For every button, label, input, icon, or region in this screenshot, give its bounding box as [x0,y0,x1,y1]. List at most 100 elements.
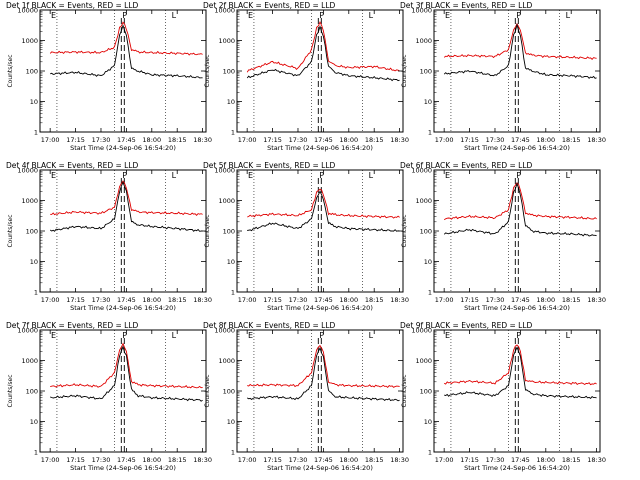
panel-title: Det 8f BLACK = Events, RED = LLD [203,321,336,330]
x-tick-label: 17:30 [289,296,308,304]
x-tick-label: 17:15 [460,456,479,464]
x-tick-label: 18:30 [390,136,409,144]
x-tick-label: 17:45 [314,296,333,304]
x-axis-label: Start Time (24-Sep-06 16:54:20) [267,144,373,152]
lld-series-line [50,180,203,216]
lld-series-line [247,188,400,219]
y-tick-label: 1000 [21,357,38,365]
x-tick-label: 17:45 [314,136,333,144]
y-tick-label: 1 [231,289,235,297]
y-tick-label: 1 [231,449,235,457]
y-tick-label: 10 [424,98,432,106]
panel-title: Det 6f BLACK = Events, RED = LLD [400,161,533,170]
x-tick-label: 17:00 [435,456,454,464]
lld-series-line [247,344,400,389]
y-tick-label: 100 [223,388,235,396]
x-tick-label: 17:45 [117,296,136,304]
y-tick-label: 1 [428,289,432,297]
events-series-line [50,345,203,402]
x-tick-label: 18:00 [536,296,555,304]
x-tick-label: 17:30 [92,136,111,144]
panel-title: Det 1f BLACK = Events, RED = LLD [6,1,139,10]
marker-p: P [516,11,521,20]
x-tick-label: 18:00 [339,456,358,464]
x-axis-label: Start Time (24-Sep-06 16:54:20) [464,464,570,472]
y-tick-label: 10000 [411,7,432,15]
y-tick-label: 10 [227,258,235,266]
y-tick-label: 10 [424,418,432,426]
marker-l: L [369,11,374,20]
y-tick-label: 1000 [218,197,235,205]
y-tick-label: 10 [227,418,235,426]
x-tick-label: 18:00 [142,296,161,304]
lld-series-line [444,344,597,386]
y-axis-label: Counts/sec [204,54,211,87]
x-tick-label: 17:00 [41,136,60,144]
marker-l: L [369,331,374,340]
lld-series-line [443,182,597,221]
events-series-line [444,346,597,399]
x-tick-label: 18:15 [365,456,384,464]
plot-frame [236,9,404,133]
x-axis-label: Start Time (24-Sep-06 16:54:20) [267,464,373,472]
y-axis-label: Counts/sec [401,374,408,407]
y-tick-label: 100 [420,228,432,236]
y-tick-label: 10000 [411,327,432,335]
x-tick-label: 17:15 [263,296,282,304]
y-axis-label: Counts/sec [7,374,14,407]
y-tick-label: 1000 [218,357,235,365]
x-tick-label: 18:30 [193,456,212,464]
marker-e: E [248,11,253,20]
x-tick-label: 18:15 [168,136,187,144]
y-axis-label: Counts/sec [401,54,408,87]
y-tick-label: 100 [26,68,38,76]
y-tick-label: 1000 [21,37,38,45]
events-series-line [246,24,400,82]
x-tick-label: 18:30 [390,456,409,464]
panel-title: Det 7f BLACK = Events, RED = LLD [6,321,139,330]
x-tick-label: 17:15 [66,296,85,304]
x-tick-label: 17:45 [117,456,136,464]
plot-frame [39,169,207,293]
x-tick-label: 17:30 [289,136,308,144]
y-axis-label: Counts/sec [7,214,14,247]
x-axis-label: Start Time (24-Sep-06 16:54:20) [70,464,176,472]
panel-title: Det 9f BLACK = Events, RED = LLD [400,321,533,330]
y-tick-label: 1 [34,449,38,457]
x-tick-label: 18:00 [339,296,358,304]
x-tick-label: 18:30 [193,296,212,304]
marker-l: L [369,171,374,180]
x-tick-label: 17:15 [460,136,479,144]
y-tick-label: 1000 [415,357,432,365]
y-tick-label: 10000 [214,167,235,175]
events-series-line [246,346,400,402]
x-tick-label: 18:15 [365,296,384,304]
marker-p: P [122,171,127,180]
y-tick-label: 1000 [415,37,432,45]
x-tick-label: 18:00 [536,136,555,144]
y-tick-label: 1 [428,449,432,457]
marker-l: L [566,11,571,20]
x-tick-label: 17:00 [435,136,454,144]
y-tick-label: 10000 [17,7,38,15]
x-tick-label: 18:15 [168,296,187,304]
y-tick-label: 10000 [17,327,38,335]
x-tick-label: 17:15 [263,136,282,144]
marker-e: E [51,331,56,340]
marker-e: E [51,11,56,20]
x-tick-label: 17:45 [314,456,333,464]
marker-p: P [122,11,127,20]
x-tick-label: 17:45 [511,456,530,464]
x-tick-label: 18:15 [562,136,581,144]
x-tick-label: 18:15 [562,296,581,304]
y-tick-label: 10000 [214,7,235,15]
x-tick-label: 17:00 [238,456,257,464]
marker-e: E [51,171,56,180]
x-tick-label: 17:00 [238,136,257,144]
y-tick-label: 10 [30,258,38,266]
y-axis-label: Counts/sec [204,374,211,407]
